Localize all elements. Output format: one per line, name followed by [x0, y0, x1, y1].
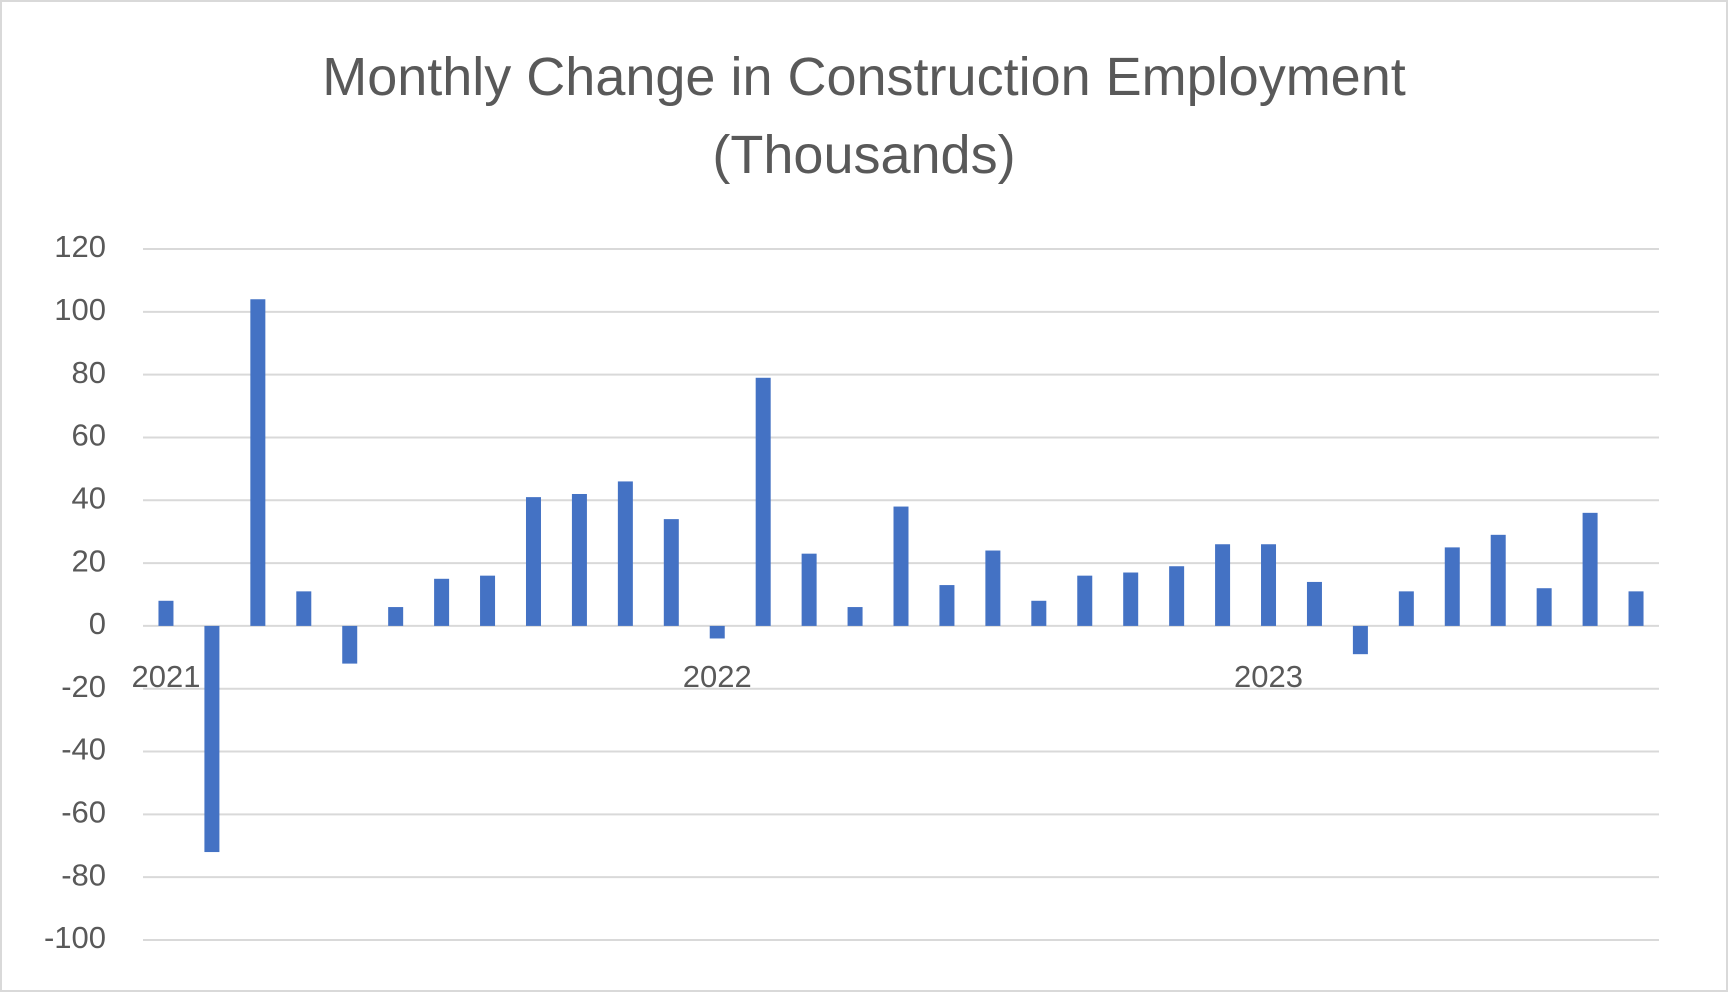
bar — [939, 585, 955, 626]
bar — [571, 493, 587, 626]
bar — [1306, 581, 1322, 626]
y-tick-label: -60 — [61, 795, 106, 830]
bar — [1169, 566, 1185, 626]
bar — [342, 625, 358, 664]
y-tick-label: 0 — [89, 606, 106, 641]
bar — [388, 607, 404, 626]
bar — [1582, 512, 1598, 626]
bar — [1352, 625, 1368, 655]
bar — [1261, 544, 1277, 626]
bar — [434, 578, 450, 626]
y-tick-label: 120 — [54, 229, 106, 264]
bar — [1215, 544, 1231, 626]
bar — [204, 625, 220, 853]
x-tick-label: 2021 — [131, 659, 200, 694]
bar — [1490, 534, 1506, 626]
bar — [663, 519, 679, 626]
y-tick-label: -40 — [61, 732, 106, 767]
bar — [1444, 547, 1460, 626]
bar — [525, 497, 541, 626]
bar — [985, 550, 1001, 626]
y-tick-label: 60 — [72, 418, 106, 453]
bar — [296, 591, 312, 626]
bar — [1628, 591, 1644, 626]
y-tick-label: 80 — [72, 355, 106, 390]
y-tick-label: 40 — [72, 480, 106, 515]
bar — [1077, 575, 1093, 626]
bar — [250, 299, 266, 626]
bar — [801, 553, 817, 626]
bar — [1398, 591, 1414, 626]
y-tick-label: -100 — [44, 920, 106, 955]
bar — [617, 481, 633, 626]
bar — [480, 575, 496, 626]
y-tick-label: -20 — [61, 669, 106, 704]
bar — [847, 607, 863, 626]
bar — [893, 506, 909, 626]
x-tick-label: 2022 — [683, 659, 752, 694]
bar — [709, 625, 725, 639]
bar — [158, 600, 174, 626]
y-tick-label: -80 — [61, 857, 106, 892]
y-tick-label: 20 — [72, 543, 106, 578]
bar — [1123, 572, 1139, 626]
chart-title: Monthly Change in Construction Employmen… — [322, 47, 1406, 185]
x-tick-label: 2023 — [1234, 659, 1303, 694]
bar — [755, 377, 771, 626]
bar — [1536, 588, 1552, 626]
y-tick-label: 100 — [54, 292, 106, 327]
bar — [1031, 600, 1047, 626]
